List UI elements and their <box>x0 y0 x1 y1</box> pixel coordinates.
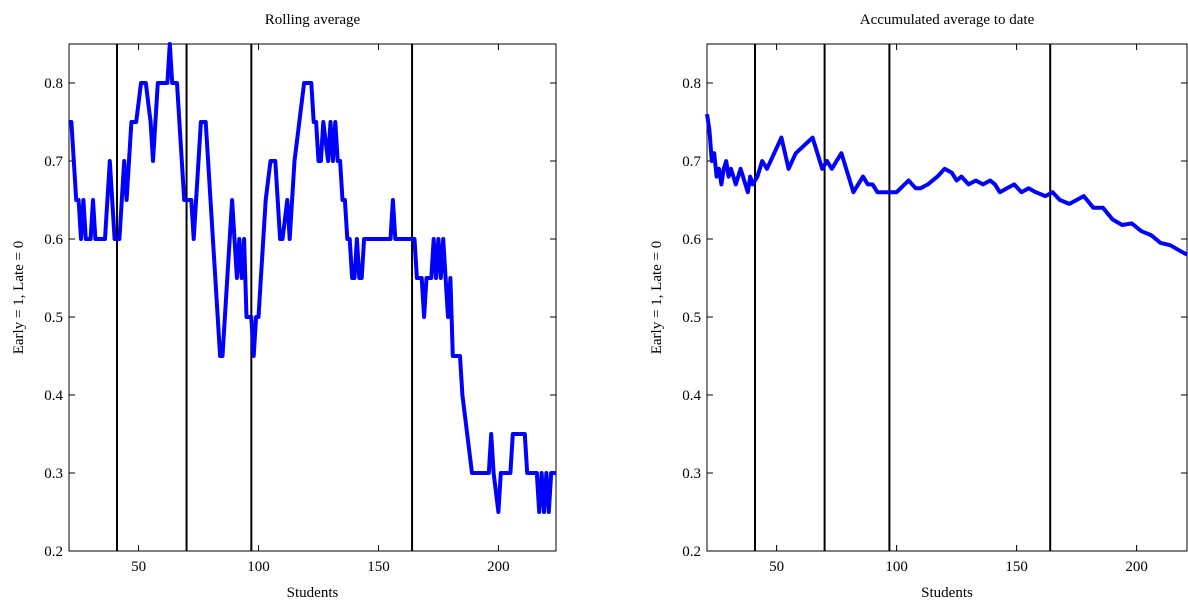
data-line <box>705 113 1188 257</box>
y-tick-label: 0.6 <box>682 232 701 248</box>
subplot: Accumulated average to date Students Early… <box>649 12 1188 601</box>
x-axis-label: Students <box>287 585 339 601</box>
plot-frame <box>68 43 557 552</box>
y-tick-label: 0.7 <box>44 154 63 170</box>
y-tick-label: 0.5 <box>682 310 701 326</box>
x-tick-label: 100 <box>885 559 908 575</box>
data-line <box>69 42 556 514</box>
x-tick-label: 100 <box>247 559 270 575</box>
x-tick-label: 150 <box>367 559 390 575</box>
x-tick-label: 50 <box>769 559 784 575</box>
y-tick-label: 0.3 <box>682 466 701 482</box>
y-tick-label: 0.3 <box>44 466 63 482</box>
y-tick-label: 0.4 <box>682 388 701 404</box>
y-tick-label: 0.5 <box>44 310 63 326</box>
y-tick-label: 0.2 <box>44 544 63 560</box>
y-tick-label: 0.6 <box>44 232 63 248</box>
subplot-title: Accumulated average to date <box>860 12 1035 28</box>
plot-frame <box>706 43 1188 552</box>
x-tick-label: 200 <box>1125 559 1148 575</box>
y-axis-label: Early = 1, Late = 0 <box>11 241 27 355</box>
x-tick-label: 150 <box>1005 559 1028 575</box>
y-tick-label: 0.8 <box>682 76 701 92</box>
y-tick-label: 0.8 <box>44 76 63 92</box>
x-tick-label: 200 <box>487 559 510 575</box>
y-tick-label: 0.4 <box>44 388 63 404</box>
x-axis-label: Students <box>921 585 973 601</box>
y-tick-label: 0.2 <box>682 544 701 560</box>
subplot: Rolling average Students Early = 1, Late =… <box>11 12 557 601</box>
x-tick-label: 50 <box>131 559 146 575</box>
y-axis-label: Early = 1, Late = 0 <box>649 241 665 355</box>
subplot-title: Rolling average <box>265 12 361 28</box>
y-tick-label: 0.7 <box>682 154 701 170</box>
